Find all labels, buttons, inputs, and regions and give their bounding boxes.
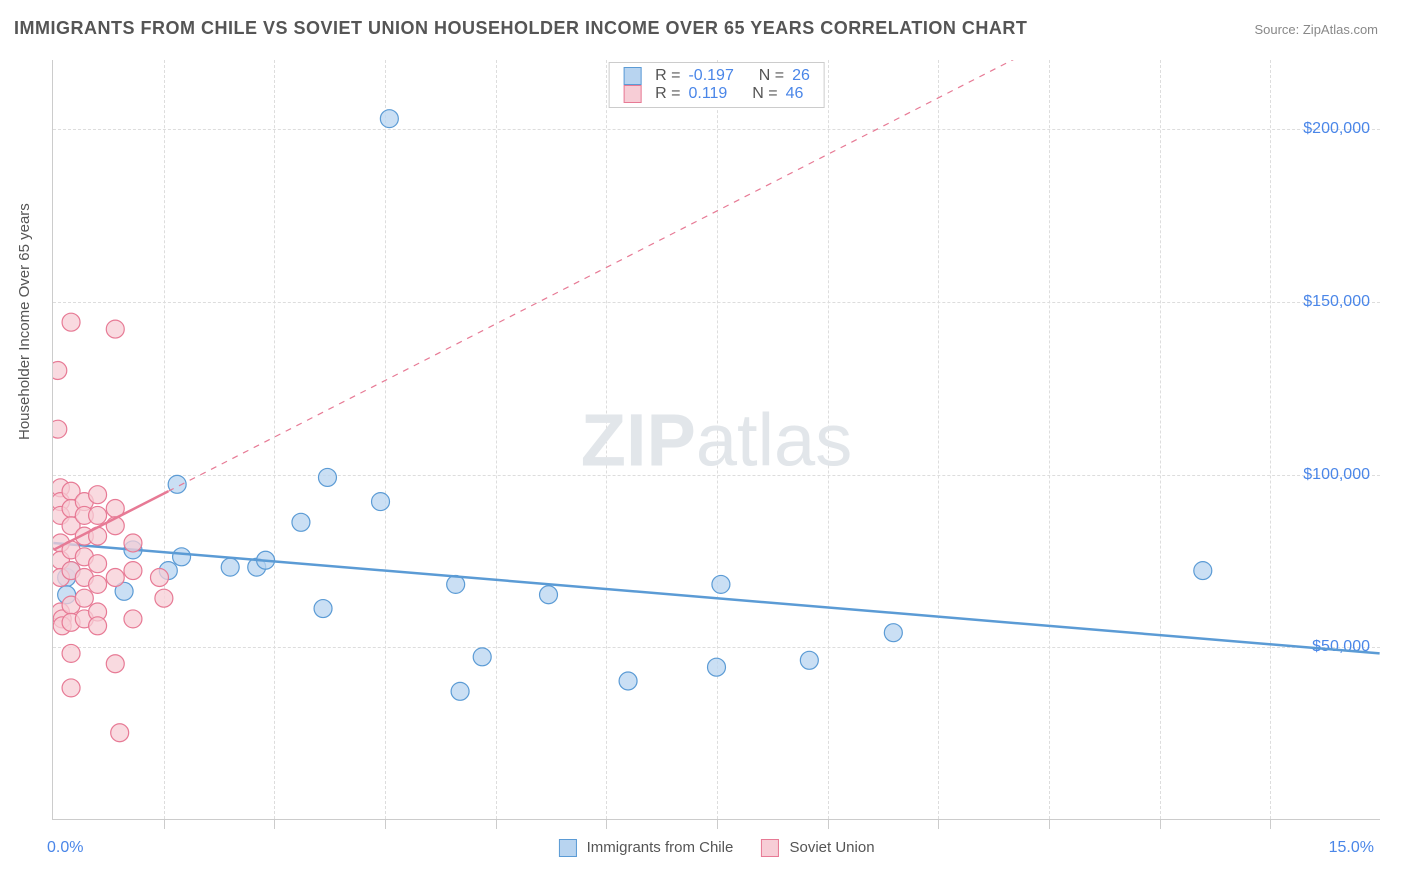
x-tick	[274, 819, 275, 829]
legend-label-chile: Immigrants from Chile	[587, 839, 734, 856]
data-point-chile	[884, 624, 902, 642]
data-point-soviet	[106, 655, 124, 673]
data-point-soviet	[62, 644, 80, 662]
x-tick	[1270, 819, 1271, 829]
x-tick	[164, 819, 165, 829]
data-point-chile	[800, 651, 818, 669]
data-point-chile	[1194, 562, 1212, 580]
source-label: Source: ZipAtlas.com	[1254, 22, 1378, 37]
x-tick	[606, 819, 607, 829]
data-point-chile	[708, 658, 726, 676]
data-point-soviet	[111, 724, 129, 742]
chart-title: IMMIGRANTS FROM CHILE VS SOVIET UNION HO…	[14, 18, 1027, 39]
data-point-soviet	[89, 617, 107, 635]
swatch-soviet-icon	[761, 839, 779, 857]
data-point-soviet	[106, 320, 124, 338]
data-point-soviet	[124, 534, 142, 552]
data-point-chile	[318, 468, 336, 486]
data-point-chile	[372, 493, 390, 511]
data-point-soviet	[155, 589, 173, 607]
x-tick	[828, 819, 829, 829]
trend-dash-soviet	[168, 60, 1026, 491]
chart-plot-area: ZIPatlas R = -0.197 N = 26 R = 0.119 N =…	[52, 60, 1380, 820]
data-point-chile	[473, 648, 491, 666]
data-point-soviet	[106, 569, 124, 587]
r-label: R =	[655, 85, 680, 103]
series-legend: Immigrants from Chile Soviet Union	[558, 839, 874, 857]
data-point-chile	[168, 475, 186, 493]
correlation-legend: R = -0.197 N = 26 R = 0.119 N = 46	[608, 62, 825, 108]
y-axis-label: Householder Income Over 65 years	[16, 203, 33, 440]
data-point-soviet	[62, 679, 80, 697]
data-point-chile	[540, 586, 558, 604]
legend-label-soviet: Soviet Union	[789, 839, 874, 856]
r-value-soviet: 0.119	[688, 85, 727, 103]
x-tick	[1049, 819, 1050, 829]
data-point-soviet	[89, 555, 107, 573]
data-point-soviet	[53, 420, 67, 438]
x-tick-label: 0.0%	[47, 839, 83, 857]
x-tick	[938, 819, 939, 829]
n-label: N =	[759, 67, 784, 85]
n-value-chile: 26	[792, 67, 810, 85]
data-point-soviet	[89, 506, 107, 524]
swatch-chile	[623, 67, 641, 85]
data-point-chile	[292, 513, 310, 531]
data-point-soviet	[89, 486, 107, 504]
legend-row-chile: R = -0.197 N = 26	[623, 67, 810, 85]
data-point-soviet	[62, 313, 80, 331]
data-point-chile	[712, 575, 730, 593]
data-point-soviet	[150, 569, 168, 587]
swatch-chile-icon	[558, 839, 576, 857]
data-point-chile	[451, 682, 469, 700]
data-point-soviet	[124, 562, 142, 580]
data-point-chile	[380, 110, 398, 128]
data-point-chile	[619, 672, 637, 690]
data-point-soviet	[124, 610, 142, 628]
data-point-chile	[314, 600, 332, 618]
x-tick-label: 15.0%	[1329, 839, 1374, 857]
data-point-soviet	[75, 589, 93, 607]
x-tick	[717, 819, 718, 829]
legend-row-soviet: R = 0.119 N = 46	[623, 85, 810, 103]
legend-item-chile: Immigrants from Chile	[558, 839, 733, 857]
n-value-soviet: 46	[786, 85, 804, 103]
data-point-soviet	[53, 362, 67, 380]
n-label: N =	[752, 85, 777, 103]
r-value-chile: -0.197	[688, 67, 733, 85]
data-point-soviet	[89, 575, 107, 593]
data-point-chile	[221, 558, 239, 576]
legend-item-soviet: Soviet Union	[761, 839, 874, 857]
swatch-soviet	[623, 85, 641, 103]
trend-line-chile	[53, 543, 1379, 653]
scatter-svg	[53, 60, 1380, 819]
data-point-chile	[173, 548, 191, 566]
r-label: R =	[655, 67, 680, 85]
x-tick	[1160, 819, 1161, 829]
x-tick	[496, 819, 497, 829]
x-tick	[385, 819, 386, 829]
